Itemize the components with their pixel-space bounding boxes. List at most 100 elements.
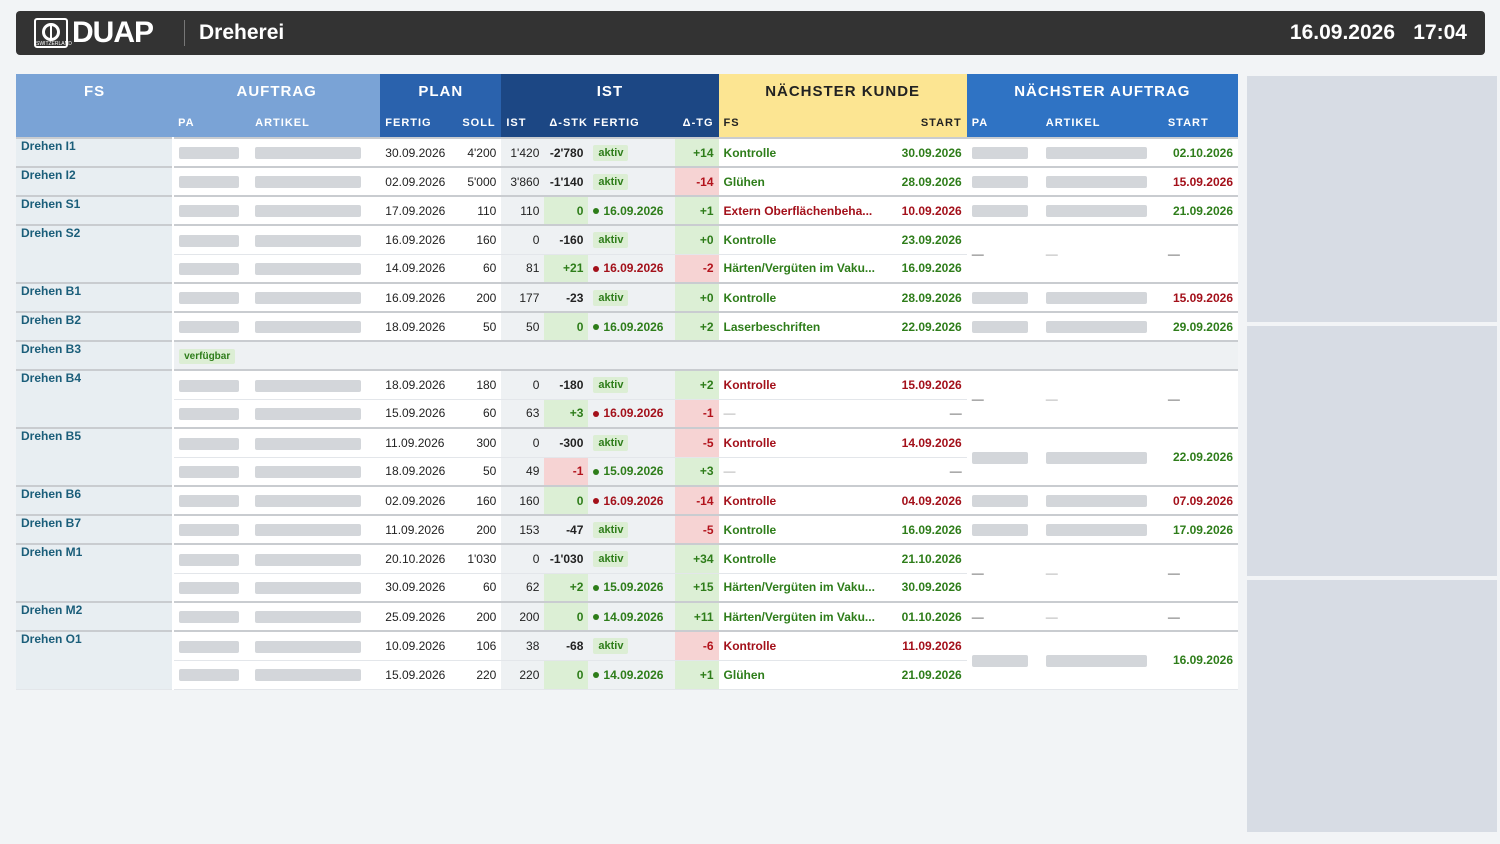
kunde-start: 21.09.2026 xyxy=(894,660,967,690)
sub-fertig: FERTIG xyxy=(380,108,458,138)
next-artikel-placeholder xyxy=(1045,147,1147,160)
kunde-start: 30.09.2026 xyxy=(894,573,967,603)
ist: 200 xyxy=(501,601,545,632)
ist: 220 xyxy=(501,660,545,690)
delta-tg: +0 xyxy=(675,282,719,313)
delta-tg: +2 xyxy=(675,311,719,342)
table-row[interactable]: 14.09.2026 60 81 +21 16.09.2026 -2 Härte… xyxy=(16,254,1238,284)
table-row[interactable]: Drehen B1 16.09.2026 200 177 -23 aktiv +… xyxy=(16,282,1238,313)
sub-start-next: START xyxy=(1162,108,1238,138)
artikel-placeholder xyxy=(255,582,362,595)
delta-tg: -14 xyxy=(675,485,719,516)
ist-fertig: 16.09.2026 xyxy=(603,203,664,218)
table-row[interactable]: 15.09.2026 60 63 +3 16.09.2026 -1 — — xyxy=(16,399,1238,429)
soll: 60 xyxy=(457,399,502,429)
pa-placeholder xyxy=(179,234,240,247)
table-row[interactable]: Drehen B4 18.09.2026 180 0 -180 aktiv +2… xyxy=(16,369,1238,429)
pa-placeholder xyxy=(179,176,240,189)
ist: 0 xyxy=(501,224,545,255)
delta-stk: -2'780 xyxy=(544,137,589,168)
soll: 200 xyxy=(457,601,502,632)
next-pa-empty: — xyxy=(966,543,1041,603)
table-row[interactable]: Drehen S2 16.09.2026 160 0 -160 aktiv +0… xyxy=(16,224,1238,284)
plan-fertig: 30.09.2026 xyxy=(380,573,458,603)
table-row[interactable]: Drehen B6 02.09.2026 160 160 0 16.09.202… xyxy=(16,485,1238,516)
status-badge: aktiv xyxy=(593,434,629,451)
table-row[interactable]: Drehen I1 30.09.2026 4'200 1'420 -2'780 … xyxy=(16,137,1238,168)
artikel-placeholder xyxy=(255,379,362,392)
table-row[interactable]: 15.09.2026 220 220 0 14.09.2026 +1 Glühe… xyxy=(16,660,1238,690)
delta-stk: 0 xyxy=(544,601,589,632)
delta-tg: -6 xyxy=(675,630,719,661)
next-artikel-empty: — xyxy=(1040,224,1163,284)
table-row[interactable]: Drehen B7 11.09.2026 200 153 -47 aktiv -… xyxy=(16,514,1238,545)
artikel-placeholder xyxy=(255,234,362,247)
table-row[interactable]: Drehen M1 20.10.2026 1'030 0 -1'030 akti… xyxy=(16,543,1238,603)
fs-name: Drehen S1 xyxy=(16,195,175,226)
fs-name: Drehen I1 xyxy=(16,137,175,168)
kunde-fs-empty: — xyxy=(718,457,895,487)
group-fs: FS xyxy=(16,74,174,108)
fs-name: Drehen B3 xyxy=(16,340,175,371)
soll: 1'030 xyxy=(457,543,502,574)
fs-name: Drehen M1 xyxy=(16,543,175,603)
next-artikel-empty: — xyxy=(1040,369,1163,429)
duap-logo: SWITZERLAND DUAP xyxy=(34,18,154,48)
table-row[interactable]: Drehen M2 25.09.2026 200 200 0 14.09.202… xyxy=(16,601,1238,632)
artikel-placeholder xyxy=(255,495,362,508)
fs-name: Drehen B6 xyxy=(16,485,175,516)
delta-tg: -5 xyxy=(675,514,719,545)
soll: 60 xyxy=(457,573,502,603)
table-row[interactable]: Drehen B2 18.09.2026 50 50 0 16.09.2026 … xyxy=(16,311,1238,342)
next-artikel-placeholder xyxy=(1045,451,1147,464)
pa-placeholder xyxy=(179,669,240,682)
ist: 153 xyxy=(501,514,545,545)
table-row[interactable]: Drehen B5 11.09.2026 300 0 -300 aktiv -5… xyxy=(16,427,1238,487)
delta-tg: +14 xyxy=(675,137,719,168)
artikel-placeholder xyxy=(255,176,362,189)
plan-fertig: 11.09.2026 xyxy=(380,427,458,458)
delta-tg: -14 xyxy=(675,166,719,197)
table-row[interactable]: Drehen I2 02.09.2026 5'000 3'860 -1'140 … xyxy=(16,166,1238,197)
plan-fertig: 11.09.2026 xyxy=(380,514,458,545)
group-auftrag: AUFTRAG xyxy=(173,74,381,108)
artikel-placeholder xyxy=(255,321,362,334)
delta-stk: 0 xyxy=(544,485,589,516)
pa-placeholder xyxy=(179,640,240,653)
plan-fertig: 02.09.2026 xyxy=(380,166,458,197)
table-row[interactable]: Drehen O1 10.09.2026 106 38 -68 aktiv -6… xyxy=(16,630,1238,690)
status-badge: aktiv xyxy=(593,144,629,161)
delta-tg: +1 xyxy=(675,195,719,226)
next-start: 02.10.2026 xyxy=(1162,137,1238,168)
side-panel-2 xyxy=(1247,326,1497,576)
ist: 0 xyxy=(501,427,545,458)
soll: 50 xyxy=(457,457,502,487)
sub-start: START xyxy=(894,108,967,138)
plan-fertig: 18.09.2026 xyxy=(380,457,458,487)
delta-tg: -2 xyxy=(675,254,719,284)
table-row[interactable]: 18.09.2026 50 49 -1 15.09.2026 +3 — — xyxy=(16,457,1238,487)
ist: 3'860 xyxy=(501,166,545,197)
sub-artikel: ARTIKEL xyxy=(250,108,381,138)
plan-fertig: 18.09.2026 xyxy=(380,369,458,400)
plan-fertig: 25.09.2026 xyxy=(380,601,458,632)
plan-fertig: 16.09.2026 xyxy=(380,282,458,313)
next-artikel-placeholder xyxy=(1045,524,1147,537)
table-row[interactable]: Drehen B3 verfügbar xyxy=(16,340,1238,371)
sub-pa-next: PA xyxy=(966,108,1041,138)
table-row[interactable]: Drehen S1 17.09.2026 110 110 0 16.09.202… xyxy=(16,195,1238,226)
soll: 5'000 xyxy=(457,166,502,197)
next-start: 21.09.2026 xyxy=(1162,195,1238,226)
plan-fertig: 02.09.2026 xyxy=(380,485,458,516)
artikel-placeholder xyxy=(255,640,362,653)
sub-artikel-next: ARTIKEL xyxy=(1040,108,1163,138)
next-pa-placeholder xyxy=(971,205,1028,218)
delta-stk: 0 xyxy=(544,195,589,226)
ist: 177 xyxy=(501,282,545,313)
kunde-fs: Kontrolle xyxy=(718,282,895,313)
kunde-fs: Härten/Vergüten im Vaku... xyxy=(718,573,895,603)
soll: 160 xyxy=(457,224,502,255)
status-dot-icon xyxy=(593,324,600,331)
delta-stk: -1 xyxy=(544,457,589,487)
pa-placeholder xyxy=(179,263,240,276)
